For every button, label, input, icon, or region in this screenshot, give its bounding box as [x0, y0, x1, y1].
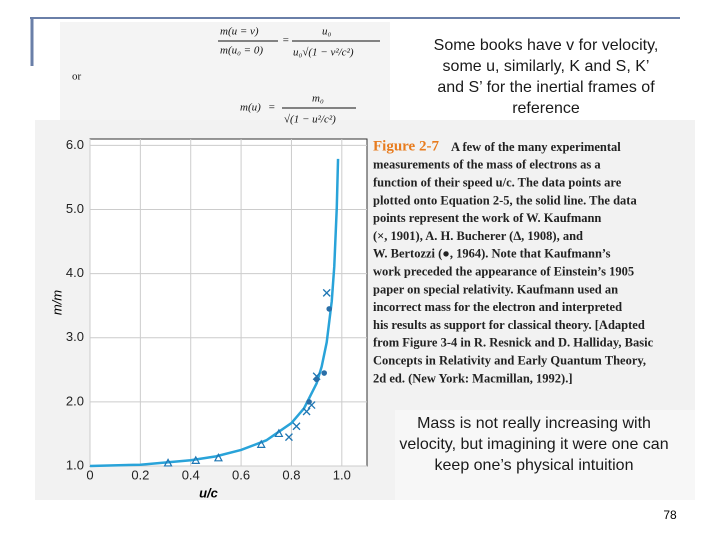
y-tick-label: 5.0	[66, 201, 84, 216]
note-text: Mass is not really increasing with	[417, 415, 651, 432]
caption-line: function of their speed u/c. The data po…	[373, 175, 622, 189]
y-tick-label: 2.0	[66, 393, 84, 408]
triangle-point	[256, 439, 266, 448]
plot-area	[89, 138, 368, 467]
note-text: Some books have v for velocity,	[434, 37, 659, 54]
note-text: keep one’s physical intuition	[435, 457, 634, 474]
triangle-point	[213, 453, 223, 462]
circle-point	[321, 370, 327, 376]
note-box	[395, 410, 695, 500]
circle-point	[313, 376, 320, 383]
cross-point	[292, 422, 301, 431]
note-text: velocity, but imagining it were one can	[399, 436, 668, 453]
caption-line: from Figure 3-4 in R. Resnick and D. Hal…	[373, 336, 654, 350]
caption-line: 2d ed. (New York: Macmillan, 1992).]	[373, 371, 573, 385]
formula-text: m(u)	[240, 102, 261, 114]
circle-point	[306, 399, 312, 405]
caption-line: work preceded the appearance of Einstein…	[373, 264, 634, 278]
formula: m(u = v) m(u₀ = 0) = u₀ u₀√(1 − v²/c²) o…	[72, 26, 380, 126]
x-tick-label: 0.8	[282, 467, 300, 482]
formula-text: u₀√(1 − v²/c²)	[293, 47, 354, 59]
formula-box	[60, 22, 390, 134]
x-tick-label: 0.6	[232, 467, 250, 482]
circle-point	[326, 306, 333, 312]
y-tick-label: 1.0	[66, 457, 84, 472]
y-tick-label: 3.0	[66, 329, 84, 344]
caption-line: points represent the work of W. Kaufmann	[373, 211, 601, 225]
cross-point	[302, 407, 311, 416]
caption-line: measurements of the mass of electrons as…	[373, 158, 601, 172]
chart: 0 0.2 0.4 0.6 0.8 1.0 1.0 2.0 3.0 4.0 5.0 6.0 u/c m/m	[49, 137, 368, 500]
caption-line: plotted onto Equation 2-5, the solid lin…	[373, 193, 637, 207]
caption-line: paper on special relativity. Kaufmann us…	[373, 282, 618, 296]
note-text: and S’ for the inertial frames of	[437, 79, 655, 96]
cross-point	[284, 433, 293, 442]
triangle-point	[274, 428, 284, 438]
caption-label: Figure 2-7	[373, 138, 439, 154]
notes: Some books have v for velocity, some u, s…	[373, 37, 677, 522]
formula-text: =	[282, 35, 289, 47]
formula-text: =	[268, 102, 275, 114]
x-tick-label: 0.2	[131, 467, 149, 482]
caption-line: (×, 1901), A. H. Bucherer (Δ, 1908), and	[373, 229, 583, 243]
x-axis-label: u/c	[199, 485, 219, 500]
note-text: reference	[512, 100, 580, 117]
formula-text: m(u₀ = 0)	[220, 45, 263, 57]
caption-line: A few of the many experimental	[451, 140, 621, 154]
y-tick-label: 4.0	[66, 265, 84, 280]
note-text: some u, similarly, K and S, K’	[443, 58, 650, 75]
triangle-point	[163, 458, 173, 467]
caption-line: incorrect mass for the electron and inte…	[373, 300, 622, 314]
formula-text: or	[72, 71, 82, 83]
formula-text: √(1 − u²/c²)	[284, 114, 336, 126]
formula-text: u₀	[322, 26, 332, 38]
caption-line: Concepts in Relativity and Early Quantum…	[373, 353, 646, 367]
triangle-point	[191, 455, 201, 464]
caption-line: his results as support for classical the…	[373, 318, 645, 332]
formula-text: m(u = v)	[220, 26, 259, 38]
x-tick-label: 0	[86, 467, 93, 482]
y-axis-label: m/m	[49, 290, 64, 315]
y-tick-label: 6.0	[66, 137, 84, 152]
page-number: 78	[663, 508, 677, 522]
cross-point	[322, 288, 331, 297]
formula-text: m₀	[312, 93, 324, 105]
caption-line: W. Bertozzi (●, 1964). Note that Kaufman…	[373, 247, 611, 261]
x-tick-label: 0.4	[182, 467, 200, 482]
x-tick-label: 1.0	[333, 467, 351, 482]
